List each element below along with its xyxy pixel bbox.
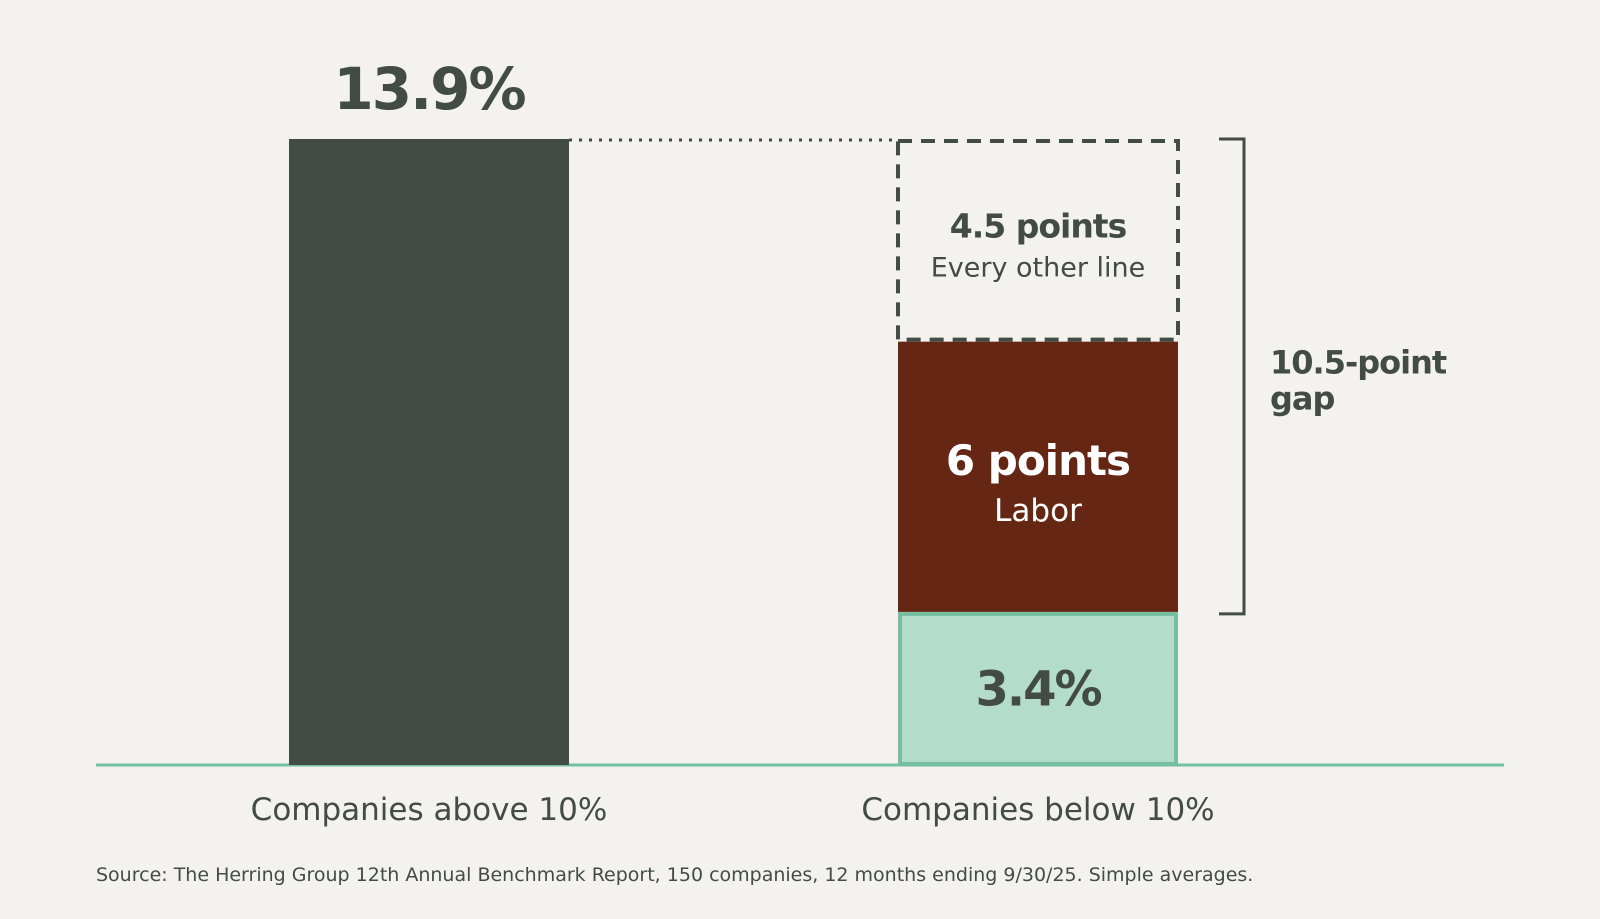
segment-other-name: Every other line: [931, 252, 1146, 283]
source-note: Source: The Herring Group 12th Annual Be…: [96, 864, 1254, 886]
segment-labor-name: Labor: [994, 493, 1082, 529]
gap-bracket: [1219, 137, 1246, 616]
segment-labor: [898, 341, 1178, 612]
category-label-below: Companies below 10%: [861, 792, 1214, 828]
bar-value-label-below: 3.4%: [975, 661, 1101, 717]
segment-other-value: 4.5 points: [950, 206, 1127, 245]
bar-companies-above-10: [289, 139, 569, 765]
gap-label-line1: 10.5-point: [1270, 343, 1447, 381]
gap-label-line2: gap: [1270, 379, 1335, 417]
category-label-above: Companies above 10%: [251, 792, 608, 828]
bar-companies-below-10: [898, 611, 1178, 766]
segment-every-other-line: [896, 139, 1180, 342]
segment-labor-value: 6 points: [946, 436, 1130, 485]
bar-value-label-above: 13.9%: [333, 55, 525, 123]
